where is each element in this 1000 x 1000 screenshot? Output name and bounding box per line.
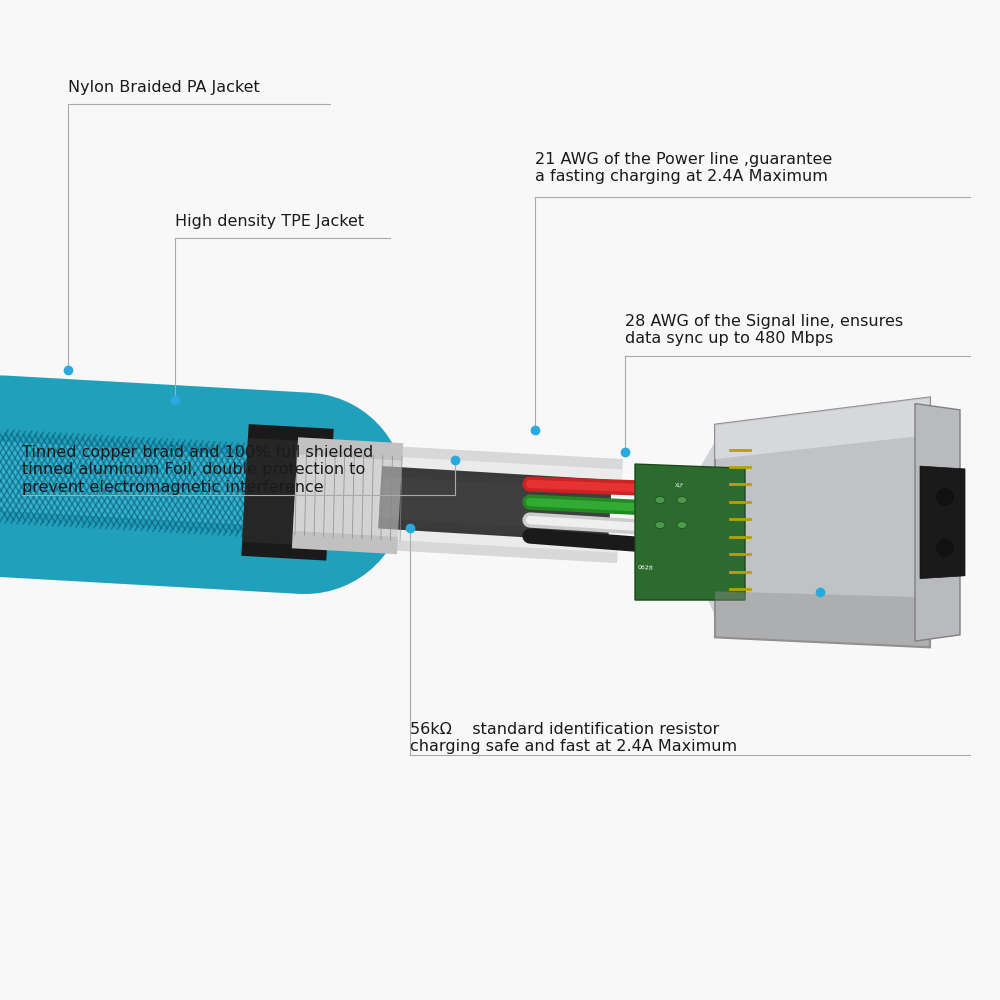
Text: 0628: 0628 <box>638 565 654 571</box>
Text: High density TPE Jacket: High density TPE Jacket <box>175 214 364 229</box>
Polygon shape <box>700 425 725 637</box>
Text: XLF: XLF <box>675 483 684 488</box>
Ellipse shape <box>677 497 687 504</box>
Ellipse shape <box>936 539 954 557</box>
Polygon shape <box>635 464 745 600</box>
Polygon shape <box>715 591 930 647</box>
Text: 21 AWG of the Power line ,guarantee
a fasting charging at 2.4A Maximum: 21 AWG of the Power line ,guarantee a fa… <box>535 152 832 184</box>
Text: 56kΩ    standard identification resistor
charging safe and fast at 2.4A Maximum: 56kΩ standard identification resistor ch… <box>410 722 737 754</box>
Ellipse shape <box>936 488 954 506</box>
Polygon shape <box>715 397 930 459</box>
Text: Nylon Braided PA Jacket: Nylon Braided PA Jacket <box>68 80 260 95</box>
Text: Tinned copper braid and 100% full shielded
tinned aluminum Foil, double protecti: Tinned copper braid and 100% full shield… <box>22 445 373 495</box>
Ellipse shape <box>677 522 687 529</box>
Polygon shape <box>920 466 965 579</box>
Polygon shape <box>715 397 930 647</box>
Ellipse shape <box>655 497 665 504</box>
Ellipse shape <box>655 522 665 529</box>
Text: 28 AWG of the Signal line, ensures
data sync up to 480 Mbps: 28 AWG of the Signal line, ensures data … <box>625 314 903 346</box>
Polygon shape <box>915 404 960 641</box>
